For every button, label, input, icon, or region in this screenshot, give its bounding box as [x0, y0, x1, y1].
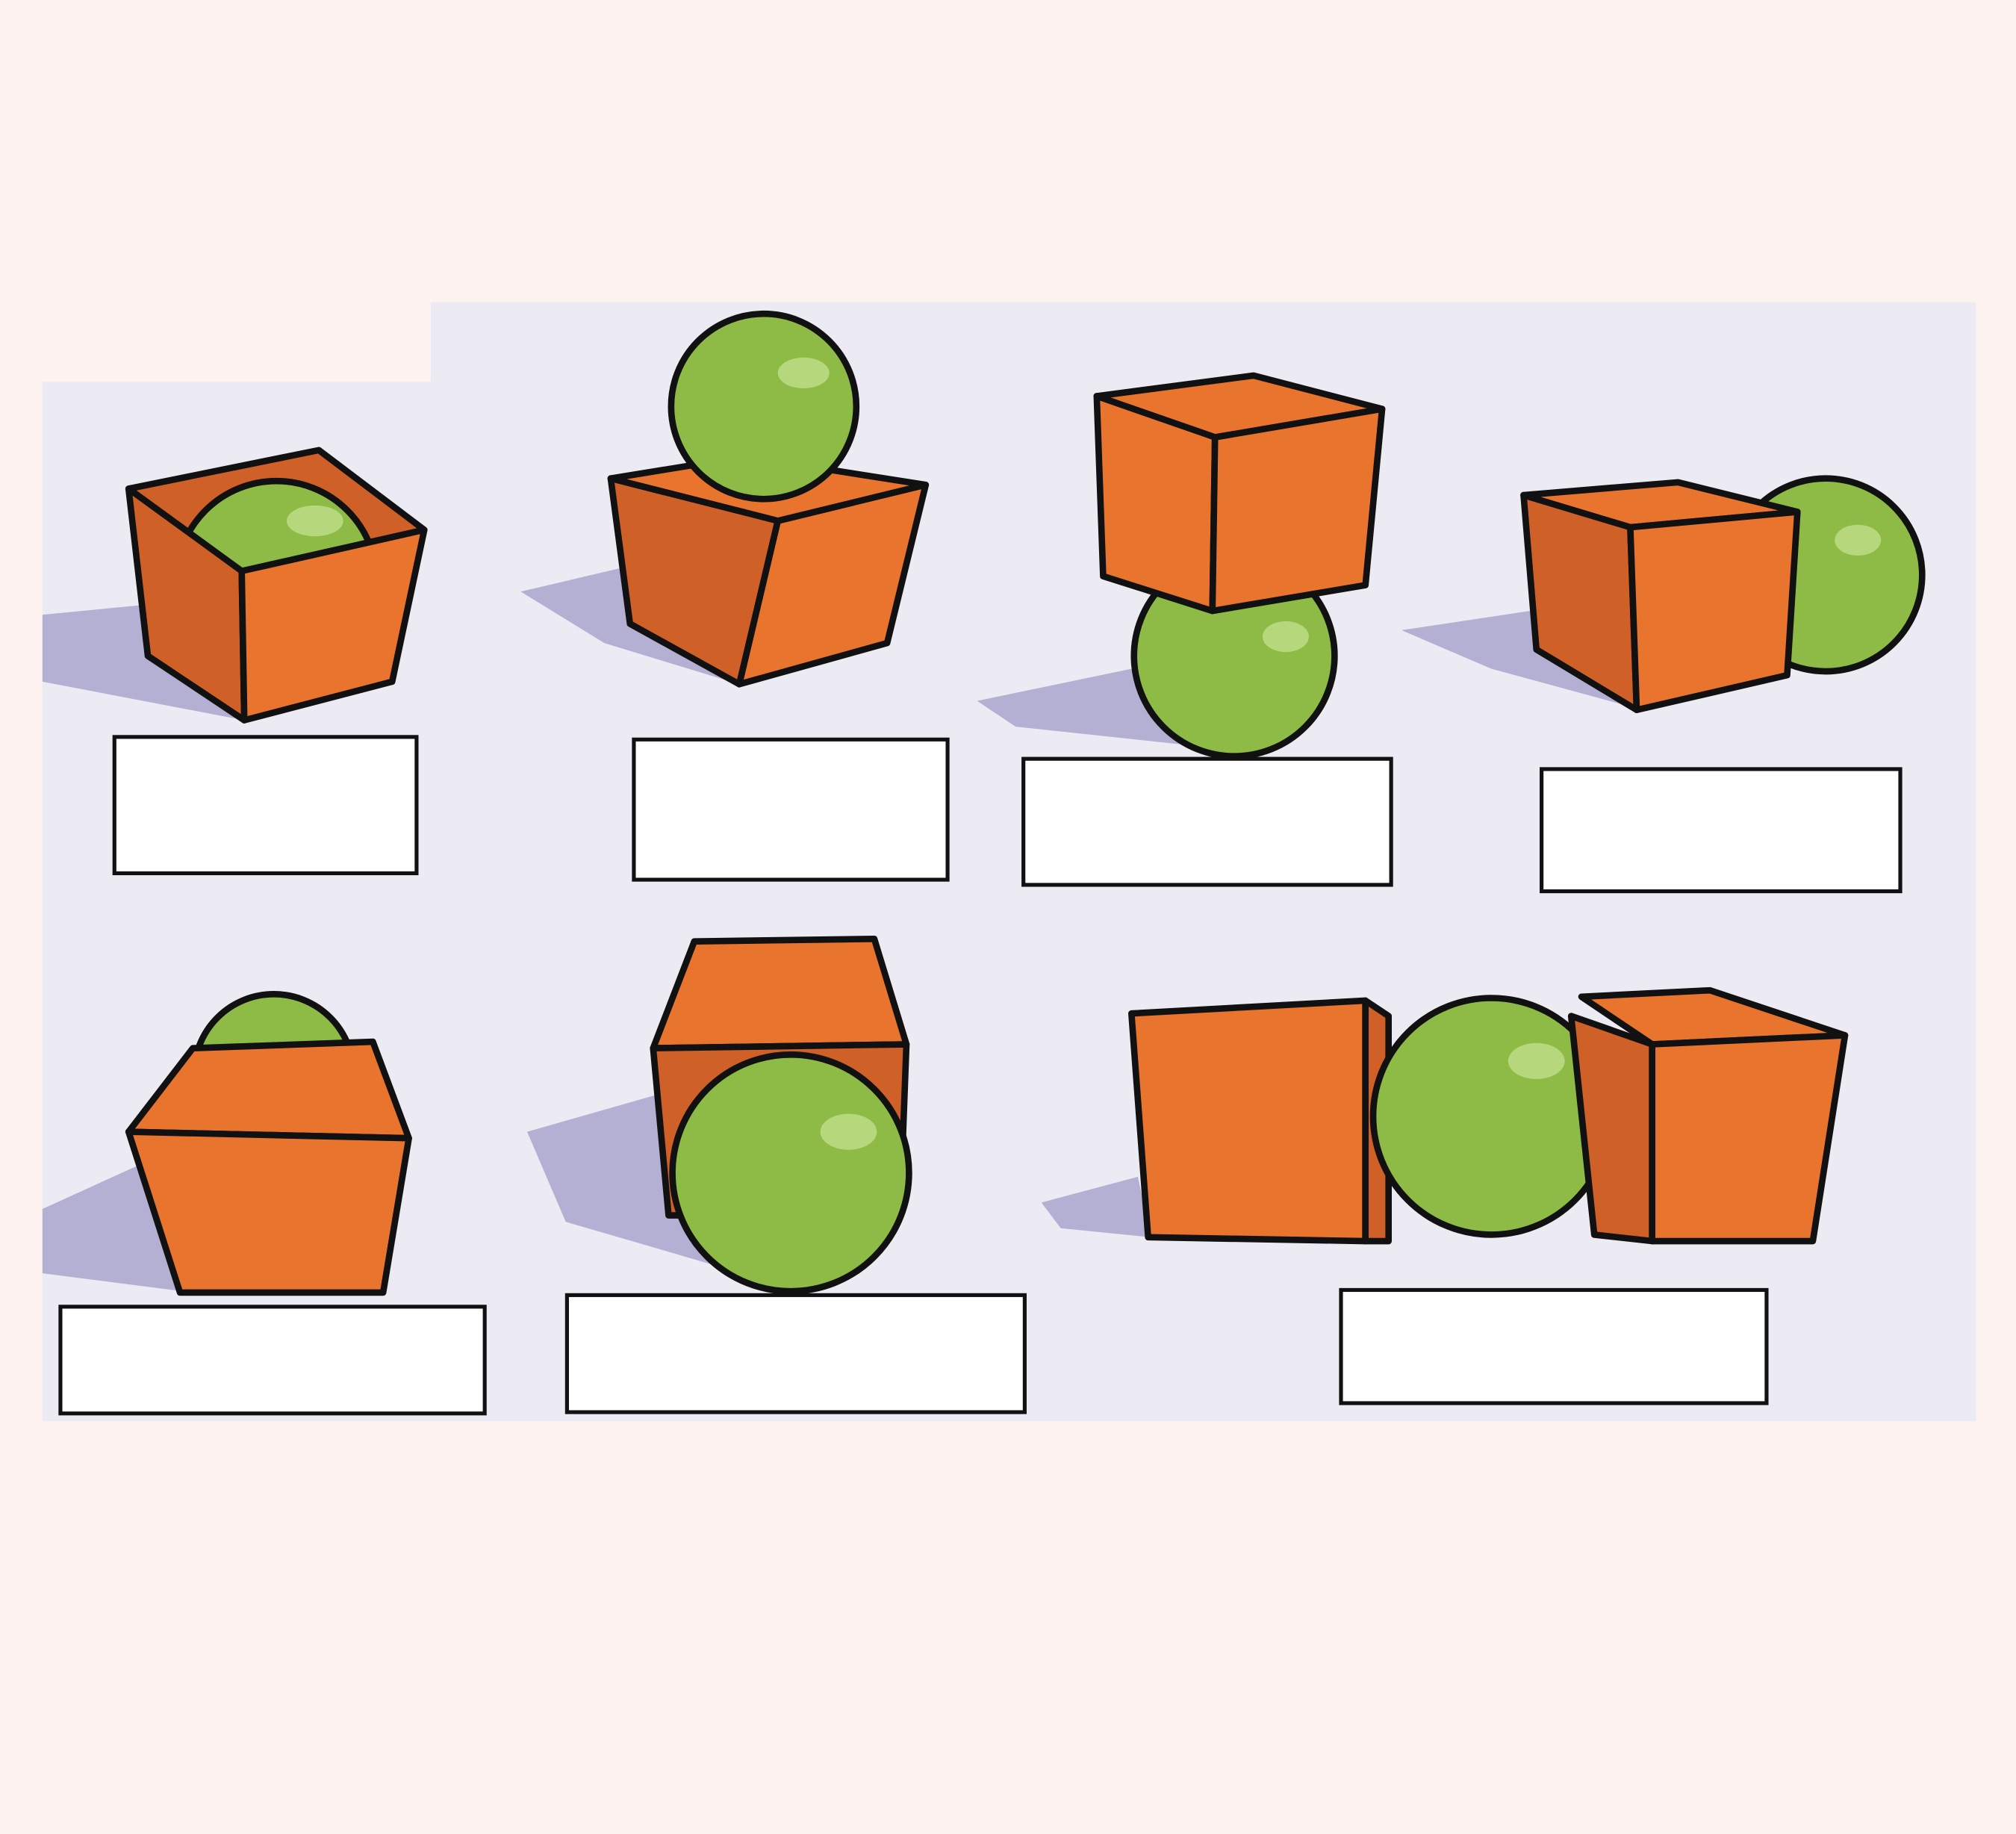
box-face	[125, 1128, 412, 1296]
ball-highlight	[820, 1113, 877, 1150]
shadow	[1401, 611, 1633, 708]
box-face	[650, 935, 910, 1051]
answer-box[interactable]	[1021, 756, 1393, 887]
box-face	[1128, 997, 1369, 1245]
ball-highlight	[286, 505, 343, 537]
box-face	[1209, 405, 1386, 615]
answer-box[interactable]	[1540, 767, 1903, 894]
box-face	[735, 482, 930, 688]
box-face	[1649, 1032, 1849, 1245]
ball-highlight	[1508, 1042, 1565, 1080]
answer-box[interactable]	[632, 737, 950, 882]
box-face	[1627, 509, 1801, 714]
shadow	[42, 604, 245, 721]
ball	[669, 1051, 912, 1295]
answer-box[interactable]	[112, 735, 419, 876]
answer-box[interactable]	[564, 1293, 1027, 1414]
ball-highlight	[1835, 524, 1882, 556]
box-face	[1093, 393, 1219, 615]
ball-highlight	[777, 357, 830, 389]
answer-box[interactable]	[1339, 1287, 1769, 1405]
box-face	[238, 526, 428, 724]
ball-highlight	[1262, 621, 1309, 653]
shadow	[42, 1163, 193, 1293]
answer-box[interactable]	[58, 1305, 487, 1416]
shadow	[1041, 1176, 1151, 1237]
ball	[668, 310, 860, 503]
